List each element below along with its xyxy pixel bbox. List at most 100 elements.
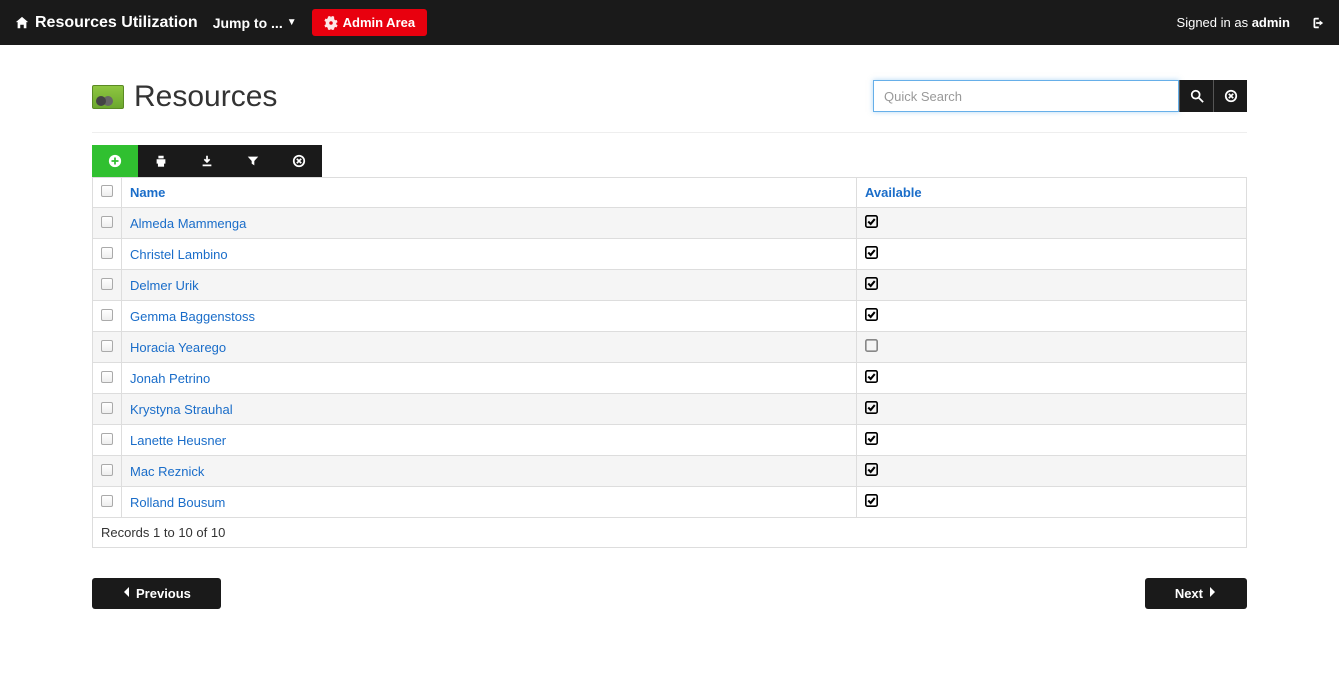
resource-link[interactable]: Mac Reznick — [130, 464, 204, 479]
admin-area-button[interactable]: Admin Area — [312, 9, 427, 36]
row-checkbox[interactable] — [101, 371, 113, 383]
name-sort-link[interactable]: Name — [130, 185, 165, 200]
row-select-cell — [93, 301, 122, 332]
table-footer: Records 1 to 10 of 10 — [92, 518, 1247, 548]
signed-in-user: admin — [1252, 15, 1290, 30]
row-name-cell: Lanette Heusner — [122, 425, 857, 456]
previous-label: Previous — [136, 586, 191, 601]
row-available-cell — [857, 456, 1247, 487]
row-available-cell — [857, 239, 1247, 270]
previous-button[interactable]: Previous — [92, 578, 221, 609]
add-button[interactable] — [92, 145, 138, 177]
print-button[interactable] — [138, 145, 184, 177]
chevron-left-icon — [122, 586, 130, 601]
resource-link[interactable]: Christel Lambino — [130, 247, 228, 262]
print-icon — [154, 154, 168, 168]
plus-circle-icon — [108, 154, 122, 168]
next-button[interactable]: Next — [1145, 578, 1247, 609]
row-select-cell — [93, 363, 122, 394]
pager: Previous Next — [92, 578, 1247, 609]
main-container: Resources — [77, 80, 1262, 609]
search-input[interactable] — [873, 80, 1179, 112]
checked-icon — [865, 216, 878, 231]
clear-icon — [1224, 89, 1238, 103]
row-checkbox[interactable] — [101, 278, 113, 290]
row-checkbox[interactable] — [101, 247, 113, 259]
jump-to-menu[interactable]: Jump to ... ▼ — [213, 15, 297, 31]
select-all-header — [93, 178, 122, 208]
signout-icon[interactable] — [1310, 16, 1324, 30]
available-header: Available — [857, 178, 1247, 208]
checked-icon — [865, 247, 878, 262]
row-available-cell — [857, 394, 1247, 425]
resource-link[interactable]: Lanette Heusner — [130, 433, 226, 448]
row-select-cell — [93, 270, 122, 301]
resource-link[interactable]: Rolland Bousum — [130, 495, 225, 510]
table-row: Jonah Petrino — [93, 363, 1247, 394]
next-label: Next — [1175, 586, 1203, 601]
resource-link[interactable]: Horacia Yearego — [130, 340, 226, 355]
checked-icon — [865, 464, 878, 479]
reset-button[interactable] — [276, 145, 322, 177]
row-select-cell — [93, 239, 122, 270]
row-checkbox[interactable] — [101, 402, 113, 414]
row-select-cell — [93, 456, 122, 487]
divider — [92, 132, 1247, 133]
resource-link[interactable]: Delmer Urik — [130, 278, 199, 293]
table-row: Mac Reznick — [93, 456, 1247, 487]
filter-button[interactable] — [230, 145, 276, 177]
row-select-cell — [93, 425, 122, 456]
row-name-cell: Gemma Baggenstoss — [122, 301, 857, 332]
signed-in-text: Signed in as admin — [1177, 15, 1290, 30]
brand-link[interactable]: Resources Utilization — [15, 14, 198, 32]
search-button[interactable] — [1179, 80, 1213, 112]
row-checkbox[interactable] — [101, 340, 113, 352]
row-name-cell: Rolland Bousum — [122, 487, 857, 518]
download-button[interactable] — [184, 145, 230, 177]
row-select-cell — [93, 208, 122, 239]
filter-icon — [246, 154, 260, 168]
row-checkbox[interactable] — [101, 433, 113, 445]
navbar-right: Signed in as admin — [1177, 15, 1324, 30]
home-icon — [15, 16, 29, 30]
row-available-cell — [857, 301, 1247, 332]
resource-link[interactable]: Almeda Mammenga — [130, 216, 246, 231]
table-row: Delmer Urik — [93, 270, 1247, 301]
row-name-cell: Almeda Mammenga — [122, 208, 857, 239]
table-row: Gemma Baggenstoss — [93, 301, 1247, 332]
row-available-cell — [857, 270, 1247, 301]
navbar: Resources Utilization Jump to ... ▼ Admi… — [0, 0, 1339, 45]
select-all-checkbox[interactable] — [101, 185, 113, 197]
navbar-left: Resources Utilization Jump to ... ▼ Admi… — [15, 9, 427, 36]
resource-link[interactable]: Jonah Petrino — [130, 371, 210, 386]
row-checkbox[interactable] — [101, 309, 113, 321]
row-name-cell: Christel Lambino — [122, 239, 857, 270]
search-icon — [1190, 89, 1204, 103]
clear-search-button[interactable] — [1213, 80, 1247, 112]
row-available-cell — [857, 425, 1247, 456]
checked-icon — [865, 371, 878, 386]
row-select-cell — [93, 394, 122, 425]
resources-table: Name Available Almeda Mammenga Christel L… — [92, 177, 1247, 518]
table-header-row: Name Available — [93, 178, 1247, 208]
table-row: Lanette Heusner — [93, 425, 1247, 456]
row-select-cell — [93, 332, 122, 363]
available-sort-link[interactable]: Available — [865, 185, 922, 200]
row-available-cell — [857, 332, 1247, 363]
row-name-cell: Mac Reznick — [122, 456, 857, 487]
resource-link[interactable]: Gemma Baggenstoss — [130, 309, 255, 324]
brand-text: Resources Utilization — [35, 14, 198, 32]
caret-down-icon: ▼ — [287, 17, 297, 28]
search-group — [873, 80, 1247, 112]
row-checkbox[interactable] — [101, 216, 113, 228]
row-checkbox[interactable] — [101, 495, 113, 507]
table-row: Horacia Yearego — [93, 332, 1247, 363]
row-available-cell — [857, 487, 1247, 518]
row-checkbox[interactable] — [101, 464, 113, 476]
toolbar — [92, 145, 322, 177]
checked-icon — [865, 402, 878, 417]
resource-link[interactable]: Krystyna Strauhal — [130, 402, 233, 417]
row-available-cell — [857, 208, 1247, 239]
reset-icon — [292, 154, 306, 168]
signed-in-prefix: Signed in as — [1177, 15, 1252, 30]
